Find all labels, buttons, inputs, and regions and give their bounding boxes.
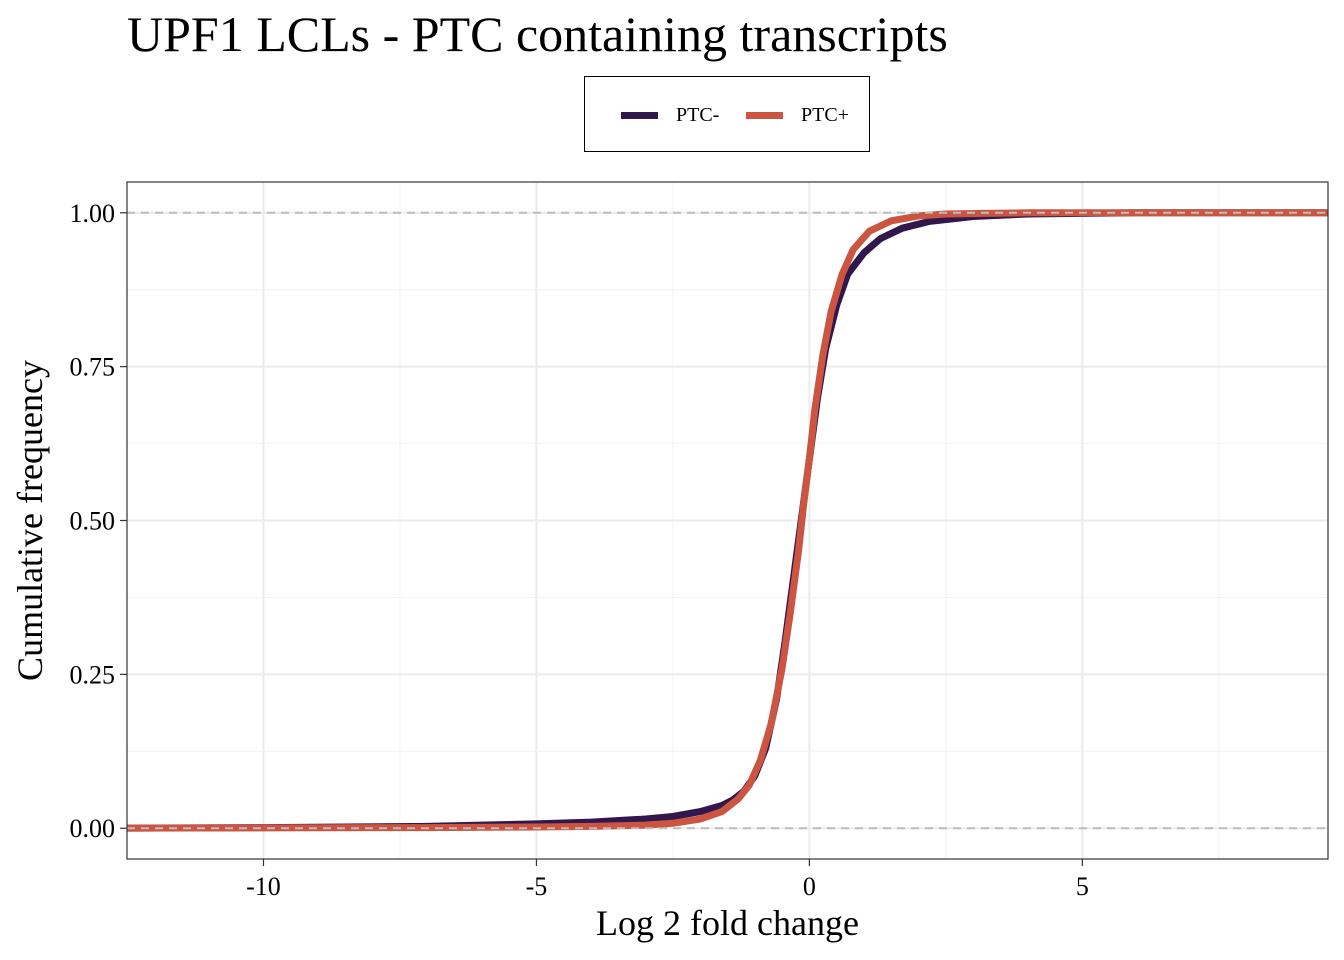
chart-title: UPF1 LCLs - PTC containing transcripts bbox=[127, 6, 948, 62]
legend-key-ptc-minus bbox=[621, 111, 658, 119]
legend-item-ptc-plus: PTC+ bbox=[746, 77, 849, 153]
series-lines bbox=[127, 209, 1328, 832]
legend-label-ptc-plus: PTC+ bbox=[801, 103, 849, 126]
x-axis-title: Log 2 fold change bbox=[596, 903, 859, 943]
legend-label-ptc-minus: PTC- bbox=[676, 103, 720, 126]
y-axis-title: Cumulative frequency bbox=[10, 360, 50, 681]
x-tick-label: -5 bbox=[526, 872, 548, 901]
x-tick-label: -10 bbox=[246, 872, 281, 901]
y-tick-label: 0.25 bbox=[70, 660, 116, 689]
legend-key-ptc-plus bbox=[746, 111, 783, 119]
y-tick-label: 0.00 bbox=[70, 814, 116, 843]
y-tick-label: 0.75 bbox=[70, 353, 116, 382]
legend-item-ptc-minus: PTC- bbox=[621, 77, 719, 153]
series-line-ptc-plus bbox=[127, 209, 1328, 832]
y-tick-label: 1.00 bbox=[70, 199, 116, 228]
x-axis: -10 -5 0 5 bbox=[246, 859, 1089, 901]
x-tick-label: 0 bbox=[803, 872, 816, 901]
grid-lines bbox=[127, 182, 1328, 859]
legend: PTC- PTC+ bbox=[584, 76, 870, 152]
y-tick-label: 0.50 bbox=[70, 507, 116, 536]
x-tick-label: 5 bbox=[1076, 872, 1089, 901]
reference-lines bbox=[127, 211, 1328, 830]
y-axis: 0.00 0.25 0.50 0.75 1.00 bbox=[70, 199, 127, 843]
